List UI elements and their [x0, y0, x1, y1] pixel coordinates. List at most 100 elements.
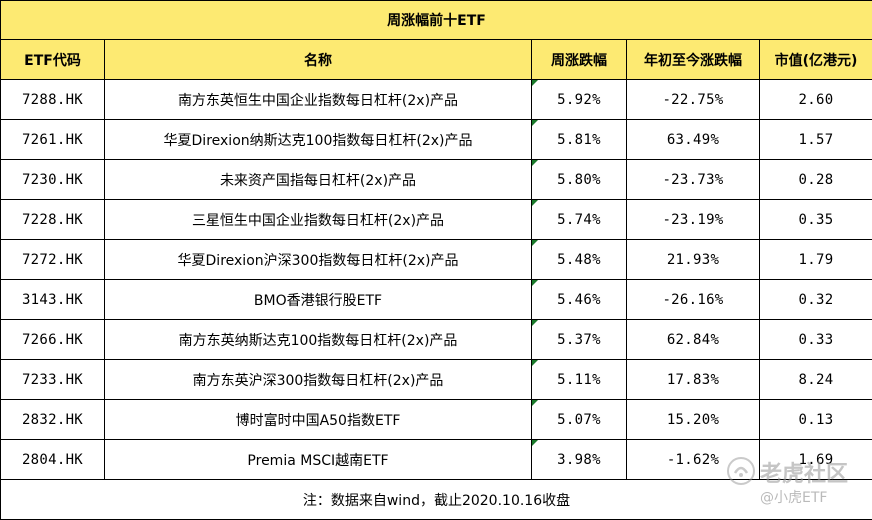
- cell-ytd-change-text: -26.16%: [662, 292, 723, 308]
- table-title: 周涨幅前十ETF: [1, 1, 872, 40]
- cell-ytd-change: -23.19%: [627, 200, 760, 240]
- cell-weekly-change-text: 5.81%: [557, 132, 601, 148]
- cell-weekly-change: 5.07%: [532, 400, 627, 440]
- cell-code-text: 7261.HK: [22, 132, 83, 148]
- note-row: 注：数据来自wind，截止2020.10.16收盘: [1, 480, 872, 520]
- cell-ytd-change: 62.84%: [627, 320, 760, 360]
- comment-marker-icon: [532, 360, 538, 366]
- cell-market-cap: 8.24: [760, 360, 872, 400]
- header-market-cap: 市值(亿港元): [760, 40, 872, 80]
- cell-market-cap: 2.60: [760, 80, 872, 120]
- cell-ytd-change: 17.83%: [627, 360, 760, 400]
- cell-name-text: 南方东英恒生中国企业指数每日杠杆(2x)产品: [178, 93, 458, 109]
- cell-code: 3143.HK: [1, 280, 105, 320]
- cell-weekly-change-text: 5.48%: [557, 252, 601, 268]
- cell-ytd-change: -26.16%: [627, 280, 760, 320]
- cell-market-cap-text: 1.57: [799, 132, 834, 148]
- cell-code-text: 3143.HK: [22, 292, 83, 308]
- cell-code: 7228.HK: [1, 200, 105, 240]
- cell-market-cap-text: 1.79: [799, 252, 834, 268]
- cell-name-text: 华夏Direxion沪深300指数每日杠杆(2x)产品: [178, 253, 459, 269]
- cell-code-text: 7272.HK: [22, 252, 83, 268]
- cell-weekly-change-text: 5.74%: [557, 212, 601, 228]
- cell-ytd-change-text: -23.73%: [662, 172, 723, 188]
- cell-weekly-change: 5.74%: [532, 200, 627, 240]
- cell-market-cap-text: 1.69: [799, 452, 834, 468]
- table-note: 注：数据来自wind，截止2020.10.16收盘: [1, 480, 872, 520]
- cell-ytd-change-text: 15.20%: [667, 412, 719, 428]
- cell-market-cap: 1.57: [760, 120, 872, 160]
- comment-marker-icon: [532, 200, 538, 206]
- cell-code: 7230.HK: [1, 160, 105, 200]
- table-row: 7261.HK 华夏Direxion纳斯达克100指数每日杠杆(2x)产品 5.81…: [1, 120, 872, 160]
- cell-market-cap-text: 2.60: [799, 92, 834, 108]
- cell-weekly-change: 5.81%: [532, 120, 627, 160]
- cell-market-cap-text: 0.33: [799, 332, 834, 348]
- cell-market-cap-text: 8.24: [799, 372, 834, 388]
- cell-name-text: 南方东英沪深300指数每日杠杆(2x)产品: [193, 373, 444, 389]
- table-row: 7233.HK 南方东英沪深300指数每日杠杆(2x)产品 5.11% 17.83% 8…: [1, 360, 872, 400]
- cell-market-cap: 1.69: [760, 440, 872, 480]
- comment-marker-icon: [532, 400, 538, 406]
- comment-marker-icon: [532, 80, 538, 86]
- cell-weekly-change: 5.92%: [532, 80, 627, 120]
- cell-weekly-change-text: 3.98%: [557, 452, 601, 468]
- cell-weekly-change-text: 5.80%: [557, 172, 601, 188]
- cell-code: 7261.HK: [1, 120, 105, 160]
- cell-market-cap-text: 0.28: [799, 172, 834, 188]
- cell-ytd-change: 21.93%: [627, 240, 760, 280]
- title-row: 周涨幅前十ETF: [1, 1, 872, 40]
- comment-marker-icon: [532, 280, 538, 286]
- cell-market-cap-text: 0.13: [799, 412, 834, 428]
- cell-market-cap-text: 0.35: [799, 212, 834, 228]
- cell-code-text: 7228.HK: [22, 212, 83, 228]
- cell-name: 三星恒生中国企业指数每日杠杆(2x)产品: [105, 200, 532, 240]
- cell-weekly-change: 3.98%: [532, 440, 627, 480]
- table-row: 7230.HK 未来资产国指每日杠杆(2x)产品 5.80% -23.73% 0.28: [1, 160, 872, 200]
- cell-code: 7233.HK: [1, 360, 105, 400]
- cell-code-text: 2832.HK: [22, 412, 83, 428]
- cell-ytd-change-text: 62.84%: [667, 332, 719, 348]
- cell-name: 南方东英纳斯达克100指数每日杠杆(2x)产品: [105, 320, 532, 360]
- cell-market-cap: 1.79: [760, 240, 872, 280]
- cell-market-cap: 0.13: [760, 400, 872, 440]
- cell-market-cap: 0.33: [760, 320, 872, 360]
- table-row: 7272.HK 华夏Direxion沪深300指数每日杠杆(2x)产品 5.48% 2…: [1, 240, 872, 280]
- cell-name: 未来资产国指每日杠杆(2x)产品: [105, 160, 532, 200]
- comment-marker-icon: [532, 240, 538, 246]
- cell-weekly-change-text: 5.92%: [557, 92, 601, 108]
- cell-ytd-change-text: -23.19%: [662, 212, 723, 228]
- cell-weekly-change: 5.80%: [532, 160, 627, 200]
- cell-weekly-change: 5.11%: [532, 360, 627, 400]
- cell-ytd-change-text: 21.93%: [667, 252, 719, 268]
- cell-name-text: 博时富时中国A50指数ETF: [236, 413, 401, 429]
- comment-marker-icon: [532, 160, 538, 166]
- cell-name: BMO香港银行股ETF: [105, 280, 532, 320]
- cell-code: 7266.HK: [1, 320, 105, 360]
- cell-weekly-change: 5.46%: [532, 280, 627, 320]
- comment-marker-icon: [532, 440, 538, 446]
- cell-weekly-change: 5.48%: [532, 240, 627, 280]
- cell-ytd-change-text: -22.75%: [662, 92, 723, 108]
- cell-name-text: 未来资产国指每日杠杆(2x)产品: [220, 173, 416, 189]
- cell-market-cap: 0.35: [760, 200, 872, 240]
- header-ytd-change: 年初至今涨跌幅: [627, 40, 760, 80]
- cell-name: 华夏Direxion沪深300指数每日杠杆(2x)产品: [105, 240, 532, 280]
- cell-code-text: 7288.HK: [22, 92, 83, 108]
- cell-weekly-change-text: 5.07%: [557, 412, 601, 428]
- cell-ytd-change: -1.62%: [627, 440, 760, 480]
- cell-code: 2832.HK: [1, 400, 105, 440]
- header-code: ETF代码: [1, 40, 105, 80]
- table-row: 7228.HK 三星恒生中国企业指数每日杠杆(2x)产品 5.74% -23.19% 0…: [1, 200, 872, 240]
- cell-name-text: 华夏Direxion纳斯达克100指数每日杠杆(2x)产品: [164, 133, 473, 149]
- cell-weekly-change-text: 5.46%: [557, 292, 601, 308]
- cell-ytd-change: 15.20%: [627, 400, 760, 440]
- comment-marker-icon: [532, 120, 538, 126]
- cell-name-text: Premia MSCI越南ETF: [247, 453, 388, 469]
- cell-name-text: 三星恒生中国企业指数每日杠杆(2x)产品: [192, 213, 444, 229]
- cell-ytd-change-text: 17.83%: [667, 372, 719, 388]
